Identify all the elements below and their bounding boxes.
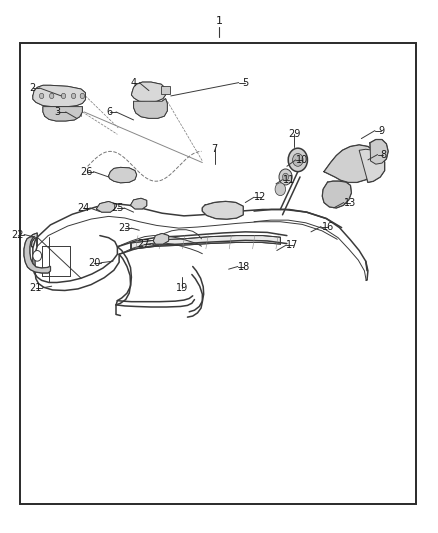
Polygon shape — [202, 201, 243, 219]
Text: 23: 23 — [119, 223, 131, 233]
Text: 6: 6 — [106, 107, 113, 117]
Circle shape — [279, 169, 292, 185]
Text: 4: 4 — [131, 78, 137, 87]
Text: 2: 2 — [30, 83, 36, 93]
Circle shape — [49, 93, 54, 99]
Circle shape — [80, 93, 85, 99]
Text: 24: 24 — [77, 203, 89, 213]
Polygon shape — [322, 181, 351, 208]
Text: 22: 22 — [11, 230, 24, 239]
Polygon shape — [43, 107, 82, 121]
Polygon shape — [28, 233, 37, 248]
Text: 20: 20 — [88, 258, 100, 268]
Polygon shape — [96, 201, 115, 212]
Circle shape — [275, 183, 286, 196]
Polygon shape — [131, 82, 166, 102]
Text: 9: 9 — [378, 126, 384, 135]
Text: 16: 16 — [321, 222, 334, 231]
Circle shape — [293, 154, 303, 166]
Circle shape — [283, 173, 289, 181]
Polygon shape — [134, 99, 167, 118]
Polygon shape — [109, 167, 137, 183]
Polygon shape — [359, 149, 385, 182]
Text: 1: 1 — [215, 17, 223, 26]
Text: 29: 29 — [288, 130, 300, 139]
Text: 5: 5 — [242, 78, 248, 87]
Polygon shape — [33, 85, 85, 107]
Polygon shape — [324, 145, 378, 182]
Polygon shape — [370, 140, 388, 164]
Text: 18: 18 — [238, 262, 251, 271]
Circle shape — [39, 93, 44, 99]
Text: 7: 7 — [212, 144, 218, 154]
Circle shape — [71, 93, 76, 99]
Text: 12: 12 — [254, 192, 267, 202]
Text: 26: 26 — [81, 167, 93, 176]
Text: 27: 27 — [138, 239, 150, 248]
Bar — [20, 43, 416, 504]
Text: 11: 11 — [283, 175, 295, 184]
Text: 10: 10 — [296, 155, 308, 165]
Text: 17: 17 — [286, 240, 299, 250]
Text: 21: 21 — [30, 283, 42, 293]
Polygon shape — [153, 233, 169, 244]
Circle shape — [33, 251, 42, 261]
Polygon shape — [24, 237, 50, 273]
Text: 19: 19 — [176, 283, 188, 293]
Circle shape — [61, 93, 66, 99]
Text: 3: 3 — [54, 107, 60, 117]
Text: 25: 25 — [111, 203, 124, 213]
Circle shape — [288, 148, 307, 172]
Polygon shape — [131, 236, 280, 249]
FancyBboxPatch shape — [161, 86, 170, 94]
Text: 8: 8 — [380, 150, 386, 159]
Polygon shape — [131, 198, 147, 209]
Text: 13: 13 — [344, 198, 357, 207]
